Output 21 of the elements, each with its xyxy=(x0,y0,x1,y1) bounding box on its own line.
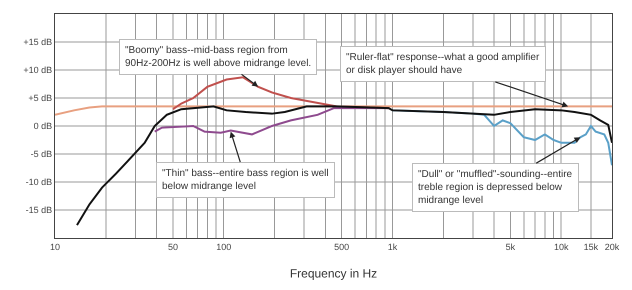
x-axis-title: Frequency in Hz xyxy=(290,266,378,281)
annotation: "Ruler-flat" response--what a good amplifier or disk player should have xyxy=(346,52,540,76)
x-tick-label: 10 xyxy=(50,242,60,252)
y-tick-label: -5 dB xyxy=(30,149,52,160)
x-tick-label: 10k xyxy=(554,242,569,252)
x-tick-label: 1k xyxy=(388,242,398,252)
x-tick-label: 500 xyxy=(334,242,350,252)
y-tick-label: +15 dB xyxy=(23,37,52,48)
x-tick-label: 100 xyxy=(216,242,232,252)
x-tick-label: 15k xyxy=(584,242,599,252)
x-tick-label: 5k xyxy=(506,242,516,252)
annotation: "Dull" or "muffled"-sounding--entire treble region is depressed below midrange level xyxy=(418,169,573,206)
y-tick-label: 0 dB xyxy=(34,121,52,132)
y-tick-label: -10 dB xyxy=(26,177,52,188)
x-tick-label: 50 xyxy=(168,242,178,252)
annotation: "Boomy" bass--mid-bass region from 90Hz-200Hz is well above midrange level. xyxy=(125,45,312,69)
y-tick-label: +5 dB xyxy=(28,93,52,104)
annotation: "Thin" bass--entire bass region is well below midrange level xyxy=(162,168,329,192)
x-tick-label: 20k xyxy=(604,242,620,252)
y-tick-label: +10 dB xyxy=(23,65,52,76)
y-tick-label: -15 dB xyxy=(26,205,52,216)
